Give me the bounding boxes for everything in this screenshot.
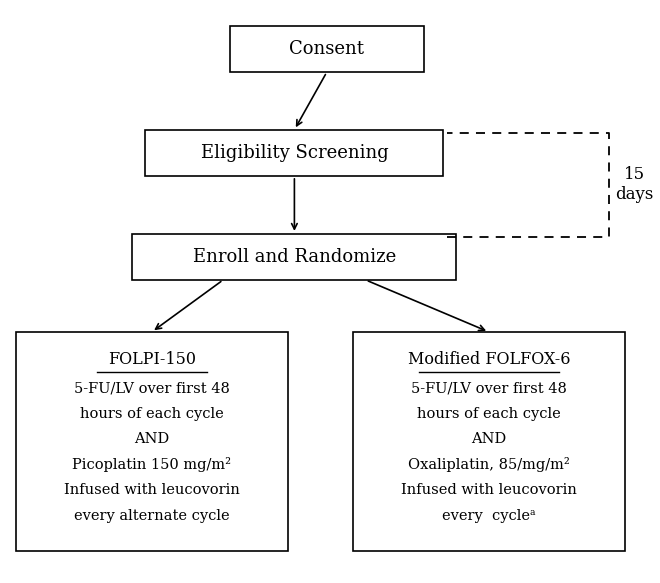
FancyBboxPatch shape bbox=[133, 234, 457, 280]
Text: Consent: Consent bbox=[289, 40, 364, 58]
Text: AND: AND bbox=[471, 433, 506, 447]
FancyBboxPatch shape bbox=[230, 26, 424, 72]
FancyBboxPatch shape bbox=[352, 332, 625, 552]
Text: every  cycleᵃ: every cycleᵃ bbox=[442, 508, 536, 522]
Text: Oxaliplatin, 85/mg/m²: Oxaliplatin, 85/mg/m² bbox=[408, 457, 570, 472]
Text: hours of each cycle: hours of each cycle bbox=[417, 407, 561, 421]
Text: Enroll and Randomize: Enroll and Randomize bbox=[193, 248, 396, 266]
Text: hours of each cycle: hours of each cycle bbox=[80, 407, 224, 421]
Text: every alternate cycle: every alternate cycle bbox=[74, 508, 230, 522]
Text: 15
days: 15 days bbox=[615, 166, 654, 203]
FancyBboxPatch shape bbox=[145, 130, 444, 176]
Text: Picoplatin 150 mg/m²: Picoplatin 150 mg/m² bbox=[73, 457, 231, 472]
Text: AND: AND bbox=[134, 433, 170, 447]
Text: Modified FOLFOX-6: Modified FOLFOX-6 bbox=[408, 351, 570, 368]
Text: FOLPI-150: FOLPI-150 bbox=[108, 351, 196, 368]
FancyBboxPatch shape bbox=[16, 332, 288, 552]
Text: Infused with leucovorin: Infused with leucovorin bbox=[401, 483, 577, 497]
Text: 5-FU/LV over first 48: 5-FU/LV over first 48 bbox=[74, 381, 230, 395]
Text: Infused with leucovorin: Infused with leucovorin bbox=[64, 483, 240, 497]
Text: Eligibility Screening: Eligibility Screening bbox=[201, 144, 388, 162]
Text: 5-FU/LV over first 48: 5-FU/LV over first 48 bbox=[411, 381, 567, 395]
